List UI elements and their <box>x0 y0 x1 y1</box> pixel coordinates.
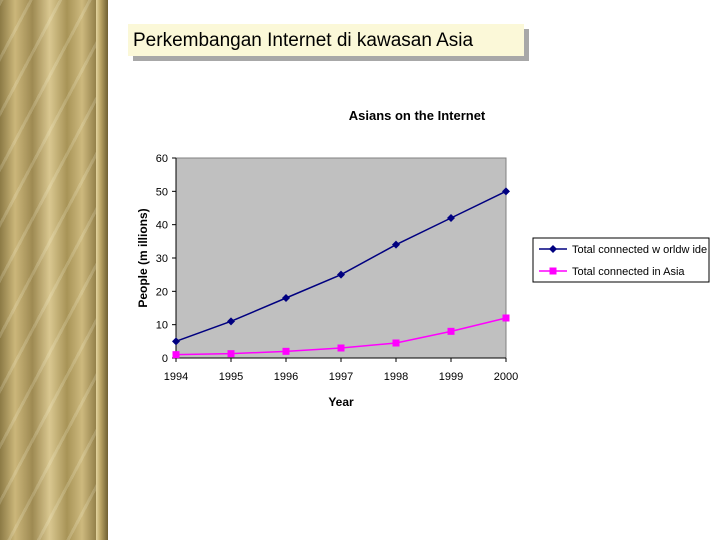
x-tick-label: 1996 <box>274 371 298 383</box>
y-tick-label: 0 <box>162 353 168 365</box>
x-tick-label: 1999 <box>439 371 463 383</box>
sidebar-edge <box>96 0 108 540</box>
x-tick-label: 2000 <box>494 371 518 383</box>
data-point <box>447 327 455 335</box>
legend-box <box>532 237 710 283</box>
y-axis-label: People (m illions) <box>136 208 150 307</box>
data-point <box>282 347 290 355</box>
legend-label: Total connected w orldw ide <box>572 244 707 256</box>
line-chart: Asians on the Internet 0 10 20 30 40 50 60 199… <box>136 108 710 409</box>
series-layer <box>172 187 510 359</box>
y-tick-label: 40 <box>156 220 168 232</box>
slide-title: Perkembangan Internet di kawasan Asia <box>133 30 474 51</box>
y-tick-label: 10 <box>156 320 168 332</box>
data-point <box>172 337 180 346</box>
chart-title: Asians on the Internet <box>349 108 486 123</box>
y-tick-label: 20 <box>156 286 168 298</box>
data-point <box>282 294 290 302</box>
data-point <box>502 187 510 196</box>
y-tick-label: 60 <box>156 153 168 165</box>
legend-label: Total connected in Asia <box>572 266 685 278</box>
data-point <box>172 351 180 359</box>
data-point <box>502 314 510 322</box>
data-point <box>337 270 345 279</box>
data-point <box>447 214 455 222</box>
data-point <box>392 339 400 347</box>
y-tick-labels: 0 10 20 30 40 50 60 <box>156 153 176 365</box>
y-tick-label: 50 <box>156 186 168 198</box>
x-axis-label: Year <box>328 395 354 409</box>
data-point <box>392 240 400 249</box>
y-tick-label: 30 <box>156 253 168 265</box>
data-point <box>227 317 235 326</box>
x-tick-label: 1998 <box>384 371 408 383</box>
legend-marker <box>549 245 557 253</box>
x-tick-label: 1994 <box>164 371 188 383</box>
x-tick-label: 1997 <box>329 371 353 383</box>
plot-area <box>175 157 507 359</box>
x-tick-labels: 1994 1995 1996 1997 1998 1999 2000 <box>164 358 518 383</box>
data-point <box>227 350 235 358</box>
legend: Total connected w orldw ide Total connect… <box>532 237 710 283</box>
decorative-sidebar <box>0 0 108 540</box>
slide-title-box <box>128 24 524 56</box>
x-tick-label: 1995 <box>219 371 243 383</box>
data-point <box>337 344 345 352</box>
legend-marker <box>549 267 557 275</box>
